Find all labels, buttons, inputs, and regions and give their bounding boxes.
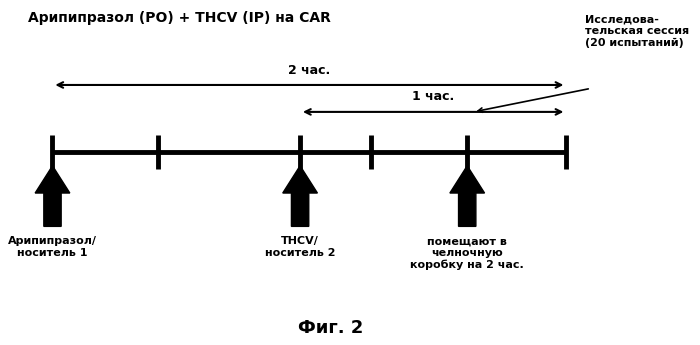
Text: 1 час.: 1 час. bbox=[412, 90, 454, 104]
Polygon shape bbox=[35, 166, 70, 226]
Text: помещают в
челночную
коробку на 2 час.: помещают в челночную коробку на 2 час. bbox=[410, 236, 524, 270]
Polygon shape bbox=[450, 166, 484, 226]
Text: THCV/
носитель 2: THCV/ носитель 2 bbox=[265, 236, 335, 258]
Polygon shape bbox=[283, 166, 317, 226]
Text: Исследова-
тельская сессия
(20 испытаний): Исследова- тельская сессия (20 испытаний… bbox=[584, 14, 689, 48]
Text: Арипипразол/
носитель 1: Арипипразол/ носитель 1 bbox=[8, 236, 97, 258]
Text: 2 час.: 2 час. bbox=[288, 63, 330, 77]
Text: Арипипразол (РО) + THCV (IP) на CAR: Арипипразол (РО) + THCV (IP) на CAR bbox=[28, 11, 330, 25]
Text: Фиг. 2: Фиг. 2 bbox=[298, 319, 364, 337]
